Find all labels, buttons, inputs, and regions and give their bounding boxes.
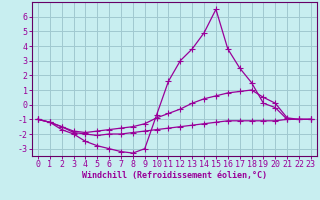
X-axis label: Windchill (Refroidissement éolien,°C): Windchill (Refroidissement éolien,°C) (82, 171, 267, 180)
